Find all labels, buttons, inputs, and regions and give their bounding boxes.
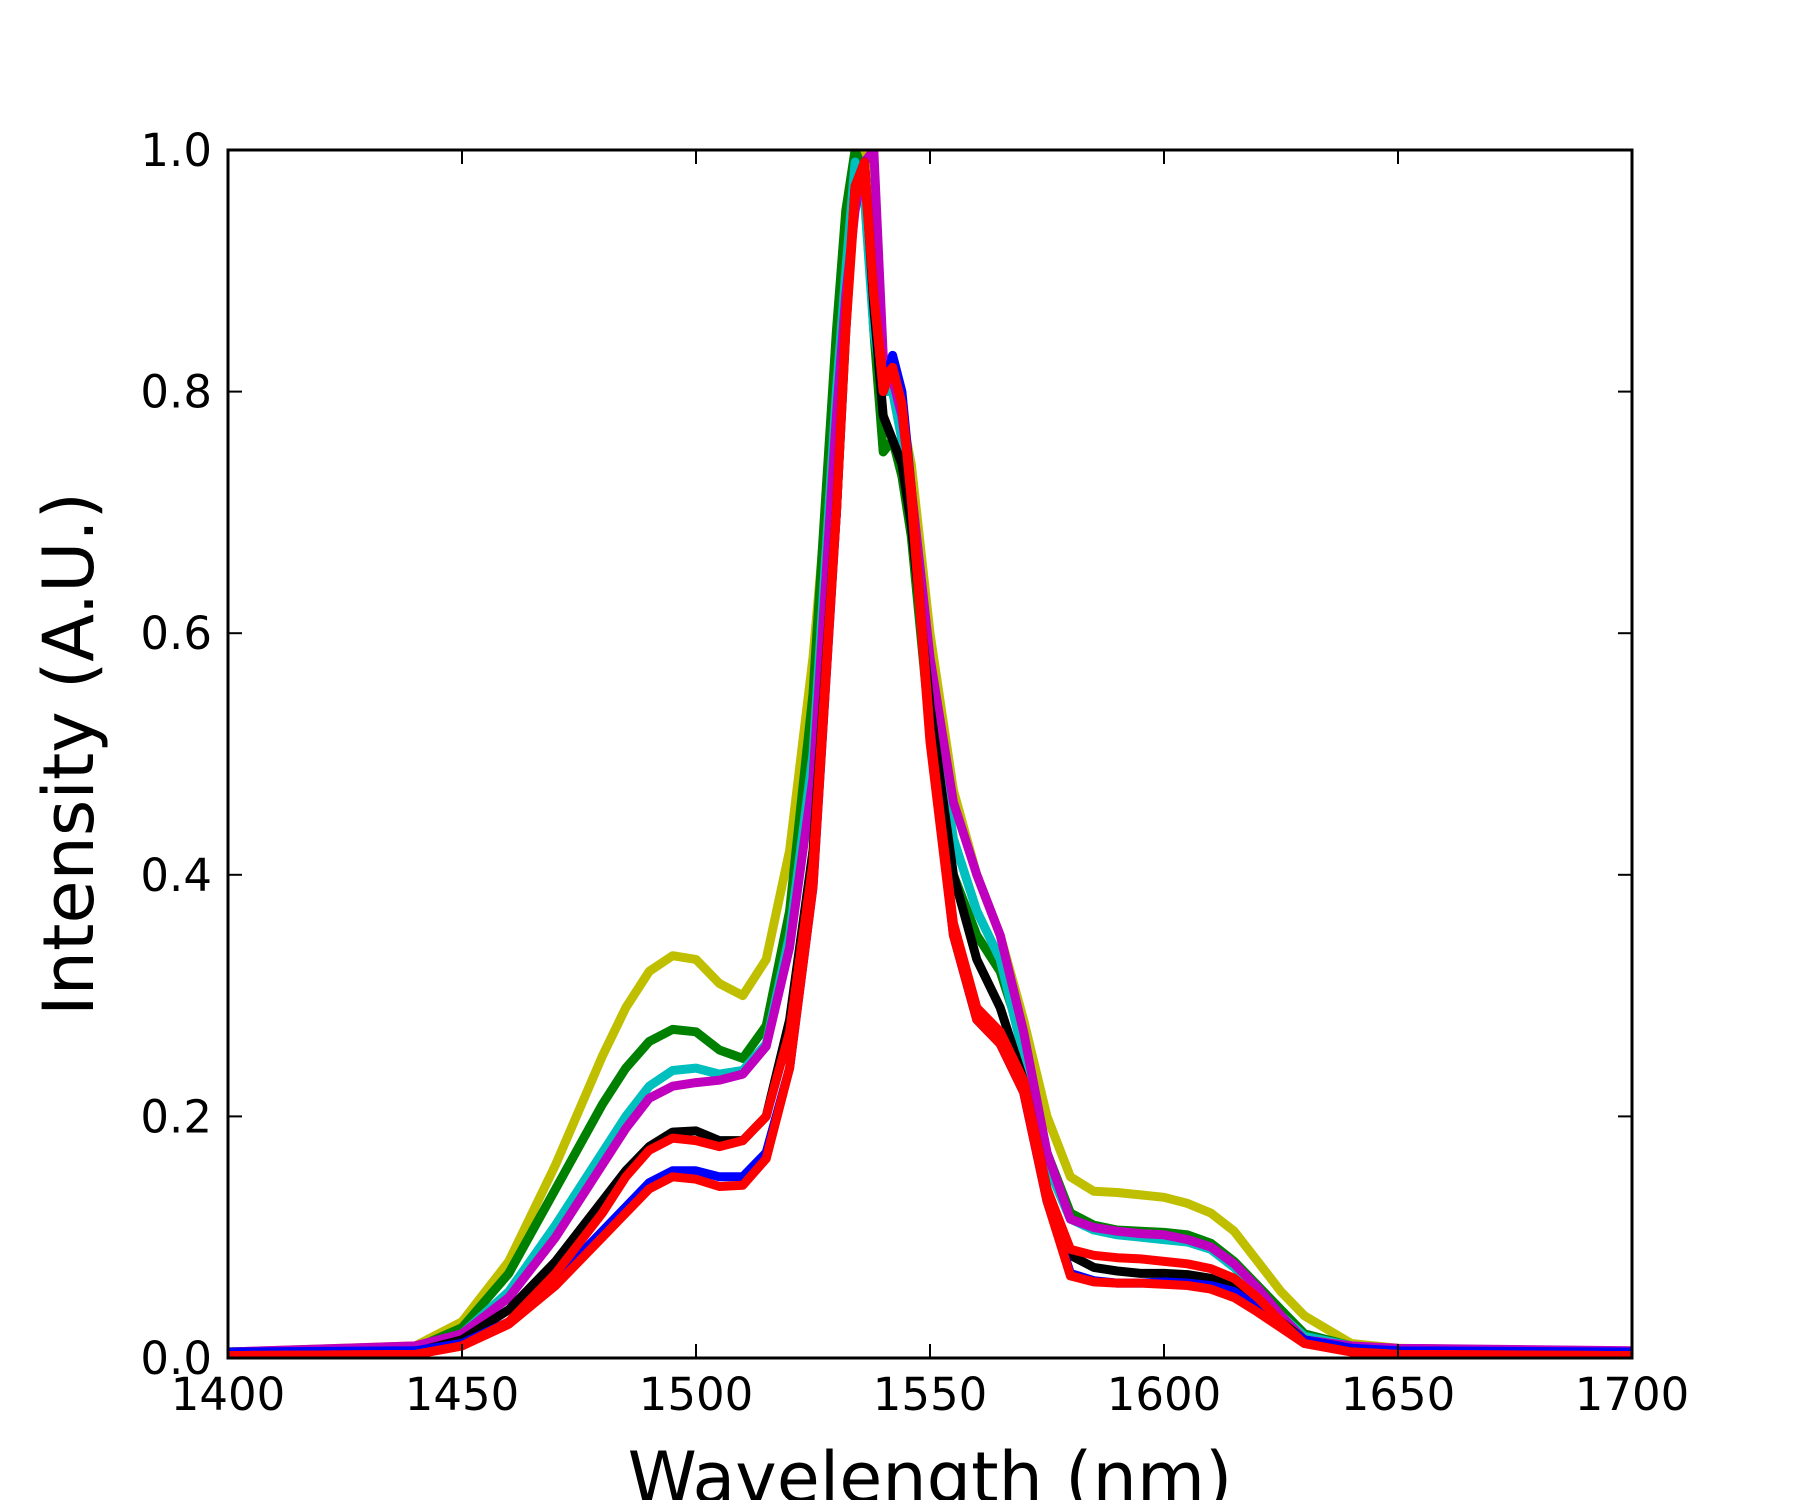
y-tick-label: 0.4 xyxy=(140,849,212,902)
x-tick-label: 1600 xyxy=(1107,1368,1222,1421)
y-axis: 0.0 0.2 0.4 0.6 0.8 1.0 xyxy=(140,124,1632,1385)
x-axis: 1400 1450 1500 1550 1600 1650 1700 xyxy=(171,150,1690,1421)
x-axis-title: Wavelength (nm) xyxy=(628,1437,1233,1500)
series-layer xyxy=(228,150,1632,1358)
y-tick-label: 0.2 xyxy=(140,1090,212,1143)
series-line-8 xyxy=(228,157,1632,1358)
x-tick-label: 1550 xyxy=(873,1368,988,1421)
x-tick-label: 1700 xyxy=(1575,1368,1690,1421)
y-tick-label: 1.0 xyxy=(140,124,212,177)
y-tick-label: 0.8 xyxy=(140,366,212,419)
x-tick-label: 1450 xyxy=(405,1368,520,1421)
y-axis-title: Intensity (A.U.) xyxy=(28,492,110,1016)
x-tick-label: 1650 xyxy=(1341,1368,1456,1421)
x-tick-label: 1400 xyxy=(171,1368,286,1421)
y-tick-label: 0.6 xyxy=(140,607,212,660)
x-tick-label: 1500 xyxy=(639,1368,754,1421)
y-tick-label: 0.0 xyxy=(140,1332,212,1385)
